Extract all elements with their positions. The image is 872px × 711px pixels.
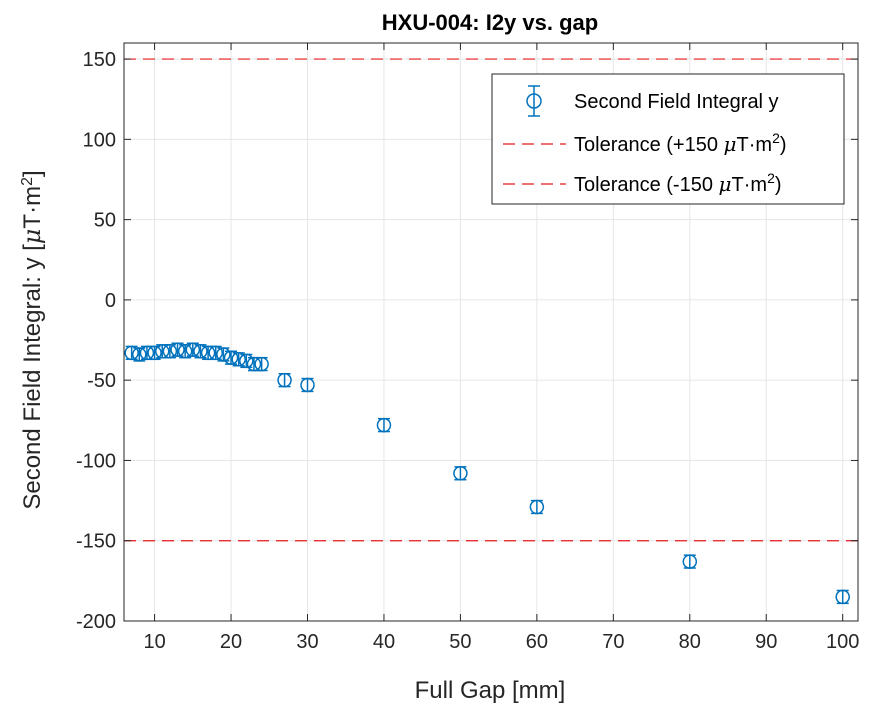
data-point bbox=[223, 350, 239, 365]
data-point bbox=[835, 589, 850, 605]
legend-tolerance-plus-mu: μ bbox=[724, 132, 737, 156]
data-point bbox=[124, 345, 139, 361]
data-point bbox=[154, 344, 170, 359]
legend-series-marker bbox=[526, 93, 542, 109]
legend-entry-tolerance-plus: Tolerance (+150 μT·m2) bbox=[503, 130, 787, 156]
y-axis-label-main: Second Field Integral: y [ bbox=[19, 244, 46, 510]
data-point bbox=[216, 347, 231, 362]
y-axis-label: Second Field Integral: y [μT·m2] bbox=[18, 170, 46, 509]
y-tick-label: -150 bbox=[76, 531, 116, 553]
y-axis-label-sup: 2 bbox=[19, 177, 36, 186]
legend-tolerance-plus-label: Tolerance (+150 μT·m2) bbox=[574, 130, 787, 156]
legend-tolerance-minus-name: Tolerance (-150 bbox=[574, 174, 719, 196]
y-tick-label: 150 bbox=[83, 49, 116, 71]
data-point bbox=[208, 345, 223, 361]
legend-tolerance-plus-name: Tolerance (+150 bbox=[574, 134, 724, 156]
legend-tolerance-minus-unit: T·m bbox=[732, 174, 768, 196]
data-point bbox=[682, 554, 698, 569]
data-point bbox=[231, 352, 246, 367]
legend-tolerance-minus-mu: μ bbox=[719, 172, 732, 196]
data-point bbox=[147, 345, 162, 361]
x-tick-label: 90 bbox=[755, 631, 777, 653]
x-axis-ticks: 10 20 30 40 50 60 70 80 90 100 bbox=[143, 43, 859, 653]
x-tick-label: 80 bbox=[679, 631, 701, 653]
data-point bbox=[132, 347, 147, 362]
y-axis-label-mu: μ bbox=[18, 229, 46, 245]
y-axis-label-unit: T·m bbox=[19, 186, 46, 229]
legend: Second Field Integral y Tolerance (+150 … bbox=[491, 73, 845, 205]
y-tick-label: 0 bbox=[105, 290, 116, 312]
x-tick-label: 70 bbox=[602, 631, 624, 653]
legend-tolerance-minus-label: Tolerance (-150 μT·m2) bbox=[574, 170, 782, 196]
y-tick-label: -100 bbox=[76, 450, 116, 472]
y-axis-ticks: -200 -150 -100 -50 0 50 100 150 bbox=[76, 49, 858, 633]
data-point bbox=[376, 417, 392, 433]
x-tick-label: 20 bbox=[220, 631, 242, 653]
data-point bbox=[254, 356, 269, 372]
x-tick-label: 50 bbox=[449, 631, 471, 653]
legend-tolerance-plus-close: ) bbox=[780, 134, 787, 156]
y-tick-label: 50 bbox=[94, 210, 116, 232]
data-point bbox=[139, 345, 155, 361]
tolerance-lines bbox=[124, 58, 858, 542]
data-point bbox=[529, 499, 545, 515]
x-tick-label: 10 bbox=[143, 631, 165, 653]
data-point bbox=[453, 466, 468, 481]
legend-tolerance-minus-sup: 2 bbox=[767, 170, 775, 186]
data-points bbox=[124, 342, 850, 605]
data-point bbox=[162, 344, 178, 359]
x-tick-label: 30 bbox=[296, 631, 318, 653]
x-tick-label: 100 bbox=[826, 631, 859, 653]
y-tick-label: 100 bbox=[83, 129, 116, 151]
legend-tolerance-plus-sup: 2 bbox=[772, 130, 780, 146]
data-point bbox=[193, 344, 208, 359]
y-tick-label: -200 bbox=[76, 611, 116, 633]
data-point bbox=[177, 344, 193, 359]
data-point bbox=[200, 345, 216, 361]
legend-box bbox=[491, 73, 845, 205]
plot-frame bbox=[123, 42, 859, 622]
legend-tolerance-plus-unit: T·m bbox=[737, 134, 773, 156]
chart-title: HXU-004: I2y vs. gap bbox=[382, 10, 598, 35]
x-tick-label: 60 bbox=[526, 631, 548, 653]
data-point bbox=[170, 342, 185, 357]
data-point bbox=[239, 353, 254, 369]
data-point bbox=[300, 377, 315, 393]
data-point bbox=[185, 342, 201, 357]
data-point bbox=[246, 356, 262, 372]
legend-entry-series: Second Field Integral y bbox=[526, 85, 779, 117]
x-tick-label: 40 bbox=[373, 631, 395, 653]
x-axis-label: Full Gap [mm] bbox=[415, 677, 566, 704]
y-axis-label-close: ] bbox=[19, 170, 46, 177]
data-point bbox=[277, 372, 292, 388]
legend-series-label: Second Field Integral y bbox=[574, 91, 779, 113]
legend-entry-tolerance-minus: Tolerance (-150 μT·m2) bbox=[503, 170, 782, 196]
legend-tolerance-minus-close: ) bbox=[775, 174, 782, 196]
y-tick-label: -50 bbox=[87, 370, 116, 392]
